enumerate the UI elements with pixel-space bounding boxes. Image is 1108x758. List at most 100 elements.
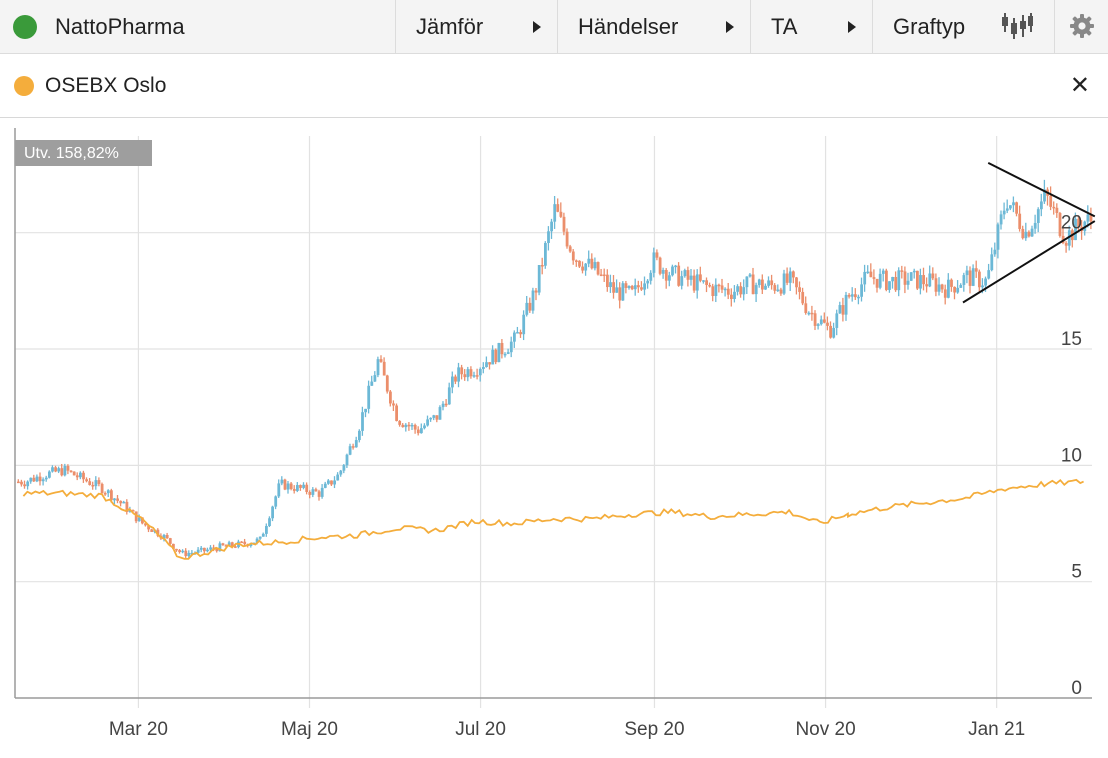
candle-body [739, 286, 743, 295]
candle-body [919, 275, 922, 289]
x-tick-label: Sep 20 [624, 719, 684, 740]
candle-body [664, 270, 668, 281]
events-menu[interactable]: Händelser [557, 0, 750, 53]
candle-body [351, 446, 355, 448]
candle-body [447, 387, 451, 405]
candle-body [1015, 202, 1018, 214]
candle-body [556, 204, 560, 212]
candle-body [872, 277, 876, 279]
candle-body [119, 500, 123, 504]
candle-body [1049, 195, 1053, 207]
candle-body [788, 271, 792, 283]
candle-body [274, 496, 278, 507]
candle-body [35, 476, 39, 482]
candle-body [646, 280, 650, 284]
candle-body [69, 470, 73, 473]
candle-body [249, 543, 253, 547]
candle-body [1077, 218, 1080, 227]
candle-body [175, 548, 178, 551]
candle-body [863, 271, 867, 285]
candle-body [974, 268, 978, 272]
candle-body [940, 284, 944, 290]
candle-body [327, 480, 330, 484]
candle-body [196, 549, 200, 553]
candle-body [48, 471, 51, 478]
candle-body [909, 272, 913, 281]
toolbar: NattoPharma Jämför Händelser TA Graftyp [0, 0, 1108, 54]
candle-body [630, 286, 634, 290]
compare-legend-row: OSEBX Oslo ✕ [0, 54, 1108, 118]
close-icon[interactable]: ✕ [1069, 72, 1090, 99]
candle-body [633, 285, 637, 290]
candle-body [358, 430, 361, 441]
candle-body [395, 405, 398, 421]
candle-body [950, 279, 953, 287]
candle-body [460, 367, 464, 375]
candle-body [314, 489, 318, 492]
candle-body [912, 270, 916, 273]
candle-body [1027, 231, 1031, 237]
candle-body [987, 270, 991, 279]
candle-body [178, 550, 181, 553]
candle-body [1055, 207, 1059, 213]
candle-body [562, 216, 566, 232]
candle-body [497, 342, 501, 363]
candle-body [280, 479, 284, 484]
candle-body [615, 287, 619, 293]
candle-body [472, 375, 476, 377]
candle-body [537, 265, 541, 293]
candle-body [866, 271, 870, 274]
x-tick-label: Maj 20 [281, 719, 338, 740]
candle-body [984, 278, 987, 286]
candle-body [243, 541, 247, 545]
ta-menu[interactable]: TA [750, 0, 872, 53]
candle-body [754, 285, 758, 295]
candle-body [392, 403, 395, 406]
y-tick-label: 5 [1071, 562, 1082, 583]
candle-body [587, 258, 591, 264]
candle-body [29, 477, 33, 482]
candle-body [637, 285, 640, 288]
candle-body [364, 408, 367, 413]
chart-grid [15, 136, 1092, 708]
candle-body [1061, 235, 1065, 243]
settings-button[interactable] [1054, 0, 1108, 53]
candle-body [922, 275, 925, 285]
candle-body [116, 498, 119, 501]
compare-color-dot-icon [14, 75, 34, 96]
candle-body [717, 284, 721, 287]
compare-menu[interactable]: Jämför [395, 0, 557, 53]
candle-body [1040, 201, 1043, 210]
candle-body [838, 305, 842, 314]
candle-body [500, 342, 504, 355]
candle-body [1052, 206, 1056, 209]
candle-body [528, 302, 532, 311]
candle-body [540, 265, 544, 267]
candle-body [345, 454, 349, 466]
candle-body [844, 294, 848, 315]
candle-body [354, 440, 358, 448]
chart-type-menu[interactable]: Graftyp [872, 0, 1054, 53]
candle-body [506, 352, 510, 354]
candle-body [162, 534, 166, 539]
candle-body [823, 319, 826, 323]
compare-label: OSEBX Oslo [45, 73, 167, 97]
candle-body [931, 273, 935, 279]
candle-body [1024, 231, 1028, 239]
candle-body [875, 278, 879, 288]
candle-body [212, 547, 216, 549]
candle-body [1058, 212, 1062, 236]
candle-body [686, 270, 690, 280]
candle-body [420, 428, 423, 434]
candle-body [671, 266, 674, 276]
candle-body [438, 407, 442, 420]
play-arrow-icon [533, 20, 541, 33]
candle-body [91, 484, 95, 487]
candle-body [509, 341, 513, 353]
candle-body [544, 242, 547, 266]
candle-body [88, 481, 92, 485]
candle-body [416, 429, 420, 434]
candle-body [432, 415, 436, 418]
candle-body [475, 375, 479, 377]
candle-body [590, 258, 594, 269]
